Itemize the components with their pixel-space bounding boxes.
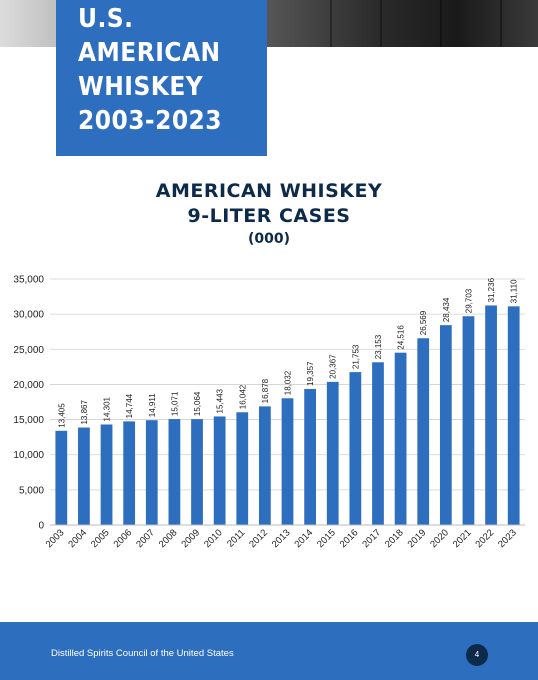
- bar: [55, 430, 68, 525]
- bar: [394, 352, 407, 525]
- data-label: 23,153: [374, 334, 383, 359]
- bar: [78, 427, 90, 525]
- data-label: 31,236: [487, 277, 496, 302]
- bar: [304, 388, 316, 525]
- barrel-stave: [500, 0, 502, 47]
- y-tick-label: 5,000: [19, 485, 44, 496]
- x-tick-label: 2022: [473, 527, 496, 550]
- barrel-stave: [330, 0, 332, 47]
- page-title-line: AMERICAN: [78, 38, 221, 68]
- y-tick-label: 10,000: [13, 450, 44, 461]
- x-tick-label: 2014: [293, 527, 316, 550]
- x-tick-label: 2017: [360, 527, 383, 550]
- bar: [281, 398, 294, 525]
- data-label: 24,516: [397, 325, 406, 350]
- chart-subtitle: 9-LITER CASES: [187, 205, 351, 227]
- bar: [349, 372, 362, 525]
- bar: [168, 419, 181, 525]
- footer-organization: Distilled Spirits Council of the United …: [51, 648, 234, 659]
- bar: [236, 412, 249, 525]
- x-tick-label: 2009: [179, 527, 202, 550]
- bar: [485, 305, 497, 525]
- bar: [417, 338, 430, 525]
- data-label: 28,434: [442, 297, 451, 322]
- bar: [507, 306, 520, 525]
- page-number: 4: [466, 644, 488, 666]
- data-label: 31,110: [510, 279, 519, 303]
- data-label: 21,753: [351, 344, 360, 369]
- data-label: 15,064: [193, 391, 202, 416]
- bar: [123, 421, 136, 525]
- x-tick-label: 2007: [134, 527, 157, 550]
- x-tick-label: 2012: [247, 527, 270, 550]
- data-label: 16,878: [261, 378, 270, 403]
- bar: [191, 419, 203, 525]
- bar: [100, 424, 113, 525]
- y-tick-label: 25,000: [13, 345, 44, 356]
- bar: [213, 416, 226, 525]
- x-tick-label: 2016: [338, 527, 361, 550]
- x-tick-label: 2003: [44, 527, 67, 550]
- data-label: 20,367: [329, 354, 338, 379]
- data-label: 18,032: [284, 370, 293, 395]
- x-tick-label: 2006: [112, 527, 135, 550]
- data-label: 26,569: [419, 310, 428, 335]
- footer: Distilled Spirits Council of the United …: [0, 622, 538, 680]
- bar: [439, 325, 452, 525]
- y-tick-label: 30,000: [13, 310, 44, 321]
- data-label: 14,911: [148, 393, 157, 417]
- y-tick-label: 20,000: [13, 380, 44, 391]
- data-label: 16,042: [238, 384, 247, 409]
- bar: [259, 406, 271, 525]
- x-tick-label: 2018: [383, 527, 406, 550]
- page-title-line: 2003-2023: [78, 106, 223, 136]
- barrel-stave: [440, 0, 442, 47]
- data-label: 14,744: [125, 393, 134, 418]
- y-tick-label: 0: [38, 521, 44, 532]
- page-title-line: U.S.: [78, 4, 134, 34]
- data-label: 19,357: [306, 361, 315, 386]
- y-tick-label: 35,000: [13, 275, 44, 286]
- bar: [326, 381, 339, 525]
- data-label: 13,405: [57, 403, 66, 428]
- x-tick-label: 2021: [451, 527, 474, 550]
- data-label: 15,443: [216, 388, 225, 413]
- x-tick-label: 2008: [157, 527, 180, 550]
- page-title-box: U.S. AMERICAN WHISKEY 2003-2023: [56, 0, 267, 156]
- x-tick-label: 2010: [202, 527, 225, 550]
- x-tick-label: 2020: [428, 527, 451, 550]
- data-label: 29,703: [464, 288, 473, 313]
- bar: [372, 362, 384, 525]
- x-tick-label: 2005: [89, 527, 112, 550]
- data-label: 14,301: [103, 396, 112, 421]
- data-label: 15,071: [170, 391, 179, 416]
- bar-chart: 0 5,000 10,000 15,000 20,000 25,000 30,000 35,0…: [13, 275, 525, 550]
- x-tick-label: 2004: [66, 527, 89, 550]
- y-tick-label: 15,000: [13, 415, 44, 426]
- x-tick-label: 2015: [315, 527, 338, 550]
- barrel-stave: [380, 0, 382, 47]
- x-tick-label: 2011: [225, 527, 247, 549]
- bar: [145, 420, 158, 525]
- x-tick-label: 2019: [406, 527, 429, 550]
- page-title-line: WHISKEY: [78, 72, 204, 102]
- x-tick-label: 2013: [270, 527, 293, 550]
- chart-unit: (000): [247, 231, 291, 247]
- x-tick-label: 2023: [496, 527, 519, 550]
- chart-title: AMERICAN WHISKEY: [155, 180, 383, 202]
- data-label: 13,867: [80, 400, 89, 425]
- bar: [462, 316, 475, 525]
